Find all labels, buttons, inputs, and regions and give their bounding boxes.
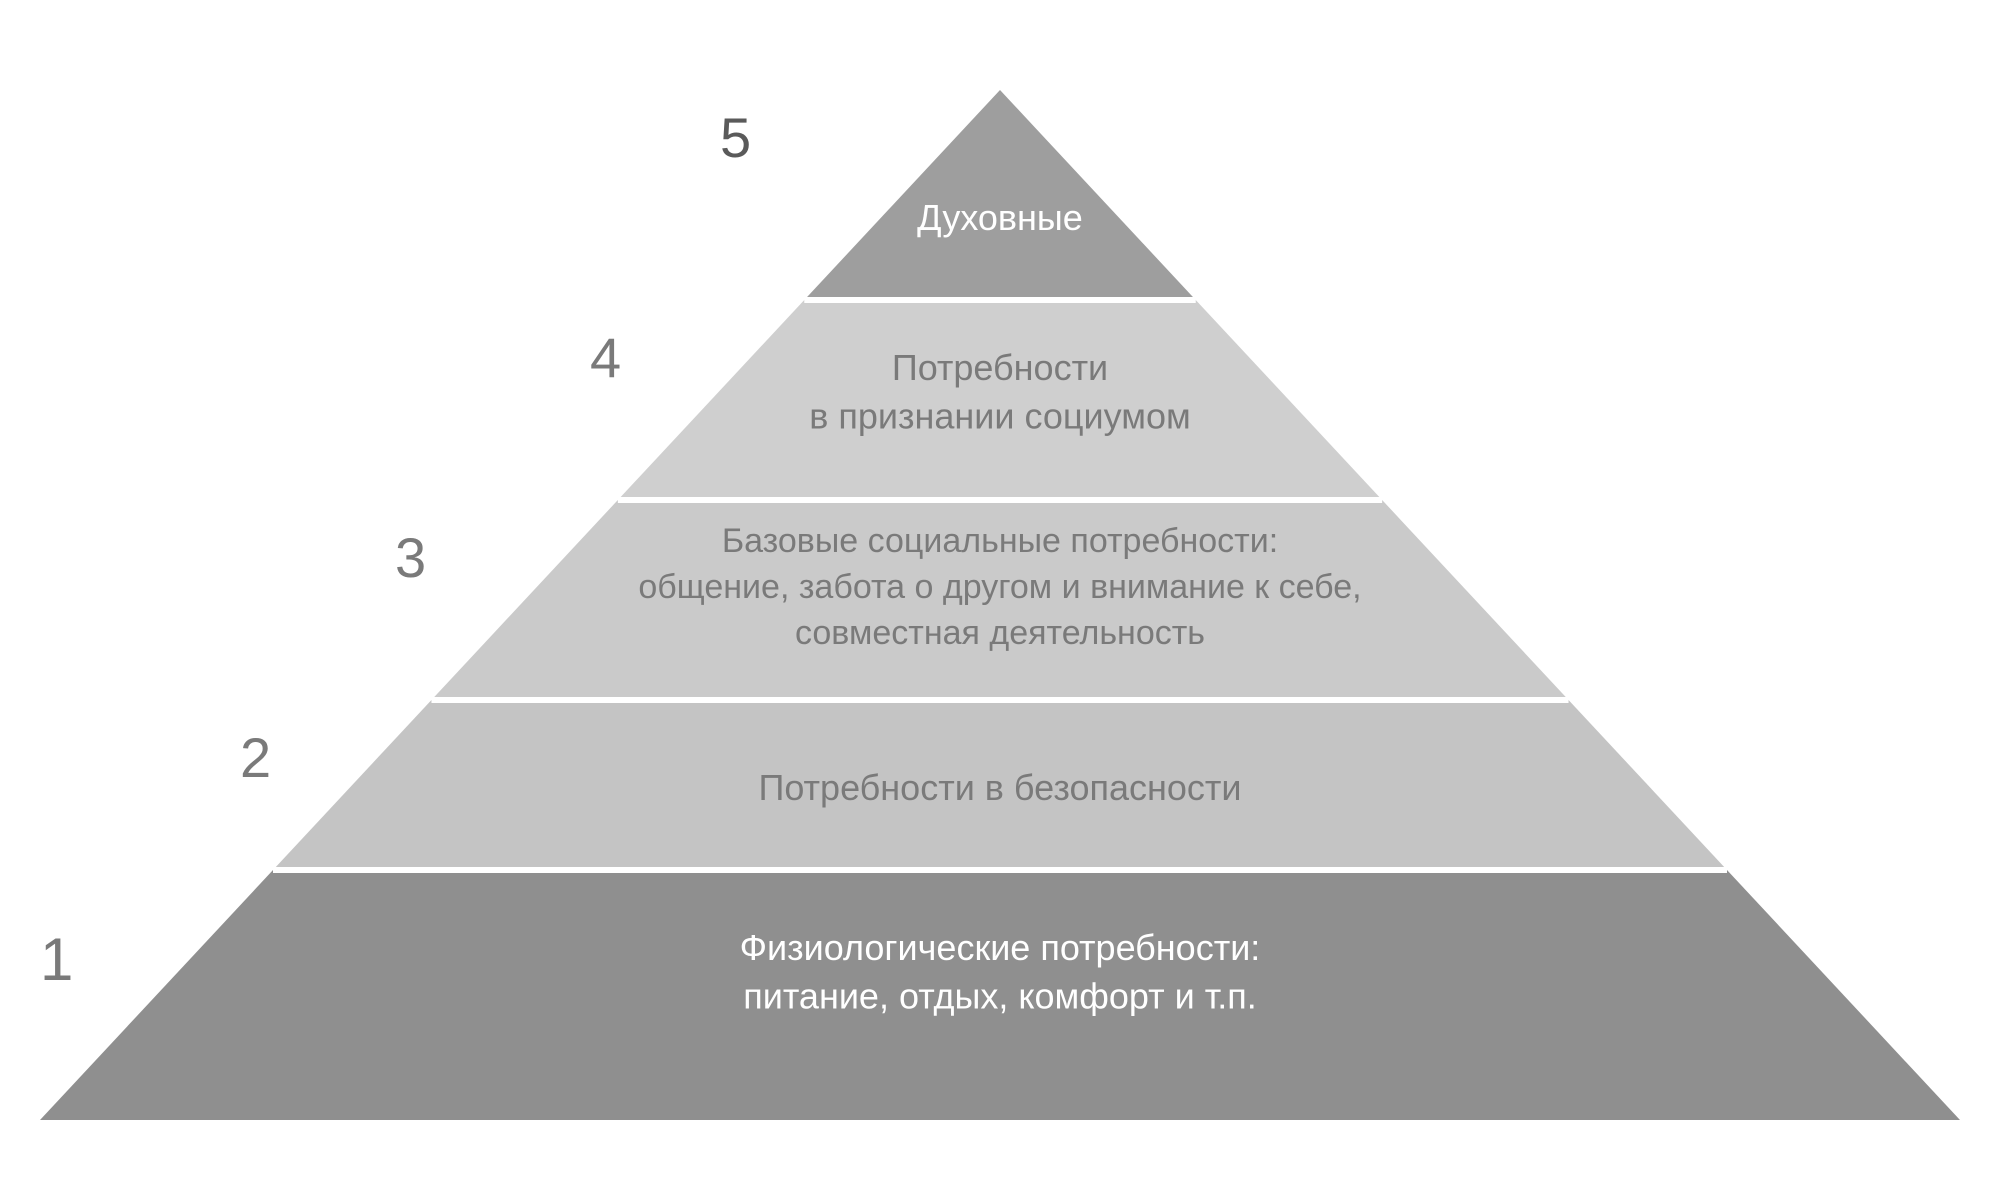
pyramid-number-3: 3 [395,530,426,586]
pyramid-number-5: 5 [720,110,751,166]
pyramid-number-1: 1 [40,930,73,990]
pyramid-level-text-2: Потребности в безопасности [758,767,1241,808]
pyramid-number-2: 2 [240,730,271,786]
pyramid-number-4: 4 [590,330,621,386]
pyramid-svg: ДуховныеПотребностив признании социумомБ… [0,0,2000,1200]
pyramid-level-text-5: Духовные [917,197,1083,238]
pyramid-diagram: ДуховныеПотребностив признании социумомБ… [0,0,2000,1200]
pyramid-level-5 [804,90,1195,300]
